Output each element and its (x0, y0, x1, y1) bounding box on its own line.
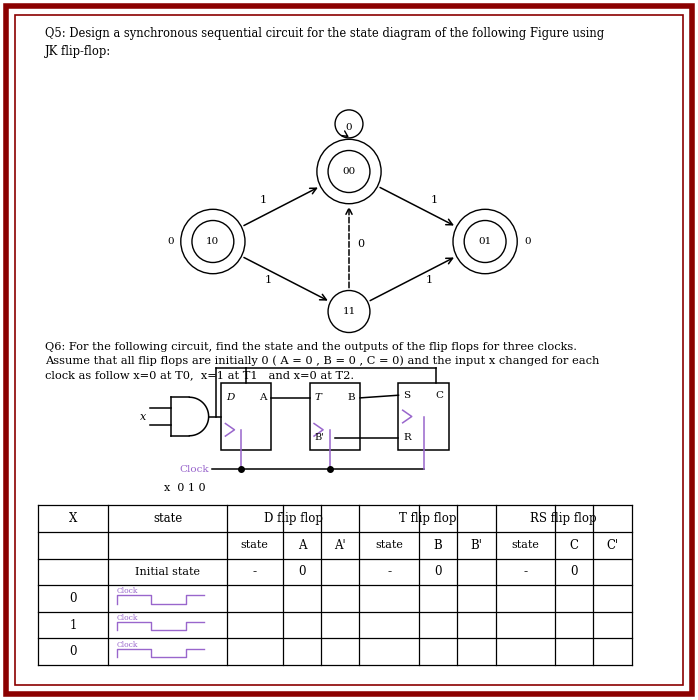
Text: A: A (297, 539, 306, 552)
Text: 0: 0 (346, 123, 352, 132)
Text: D: D (226, 393, 235, 402)
Text: state: state (153, 512, 182, 525)
Text: B': B' (315, 433, 325, 442)
Circle shape (328, 290, 370, 332)
FancyBboxPatch shape (6, 6, 692, 694)
Text: 00: 00 (343, 167, 355, 176)
Text: -: - (253, 566, 257, 578)
Text: B: B (348, 393, 355, 402)
Text: -: - (387, 566, 391, 578)
Text: T flip flop: T flip flop (399, 512, 456, 525)
Circle shape (317, 139, 381, 204)
Text: 0: 0 (434, 566, 442, 578)
Text: 1: 1 (426, 274, 433, 285)
Text: x  0 1 0: x 0 1 0 (164, 483, 206, 493)
Circle shape (464, 220, 506, 262)
Text: 0: 0 (357, 239, 364, 249)
Text: Initial state: Initial state (135, 567, 200, 577)
Text: C': C' (607, 539, 618, 552)
Text: 1: 1 (260, 195, 267, 205)
Text: 1: 1 (265, 274, 272, 285)
Text: Clock: Clock (117, 587, 138, 595)
Text: RS flip flop: RS flip flop (530, 512, 597, 525)
Circle shape (192, 220, 234, 262)
Text: 0: 0 (524, 237, 530, 246)
Text: A': A' (334, 539, 346, 552)
Text: state: state (512, 540, 539, 550)
Bar (221, 384, 272, 449)
Text: Q6: For the following circuit, find the state and the outputs of the flip flops : Q6: For the following circuit, find the … (45, 342, 600, 380)
Text: Clock: Clock (117, 614, 138, 622)
Circle shape (181, 209, 245, 274)
Text: 0: 0 (70, 592, 77, 605)
Text: S: S (403, 391, 410, 400)
Text: T: T (315, 393, 322, 402)
Text: 0: 0 (570, 566, 578, 578)
Text: 11: 11 (343, 307, 355, 316)
Text: C: C (436, 391, 444, 400)
Text: Q5: Design a synchronous sequential circuit for the state diagram of the followi: Q5: Design a synchronous sequential circ… (45, 27, 604, 57)
Text: 0: 0 (168, 237, 174, 246)
Text: state: state (376, 540, 403, 550)
Text: -: - (524, 566, 527, 578)
Text: Clock: Clock (179, 465, 209, 474)
Circle shape (328, 150, 370, 193)
Text: B: B (433, 539, 443, 552)
Text: 1: 1 (431, 195, 438, 205)
Text: C: C (570, 539, 579, 552)
Bar (310, 384, 360, 449)
Text: Clock: Clock (117, 640, 138, 648)
Bar (399, 384, 449, 449)
Text: 1: 1 (70, 619, 77, 631)
Text: D flip flop: D flip flop (264, 512, 322, 525)
Text: R: R (403, 433, 411, 442)
Text: 0: 0 (298, 566, 306, 578)
Text: 10: 10 (207, 237, 219, 246)
Text: B': B' (470, 539, 482, 552)
Text: 01: 01 (479, 237, 491, 246)
Text: 0: 0 (70, 645, 77, 658)
Text: state: state (241, 540, 269, 550)
Text: A: A (259, 393, 267, 402)
Circle shape (453, 209, 517, 274)
Text: x: x (140, 412, 147, 421)
Text: X: X (69, 512, 77, 525)
